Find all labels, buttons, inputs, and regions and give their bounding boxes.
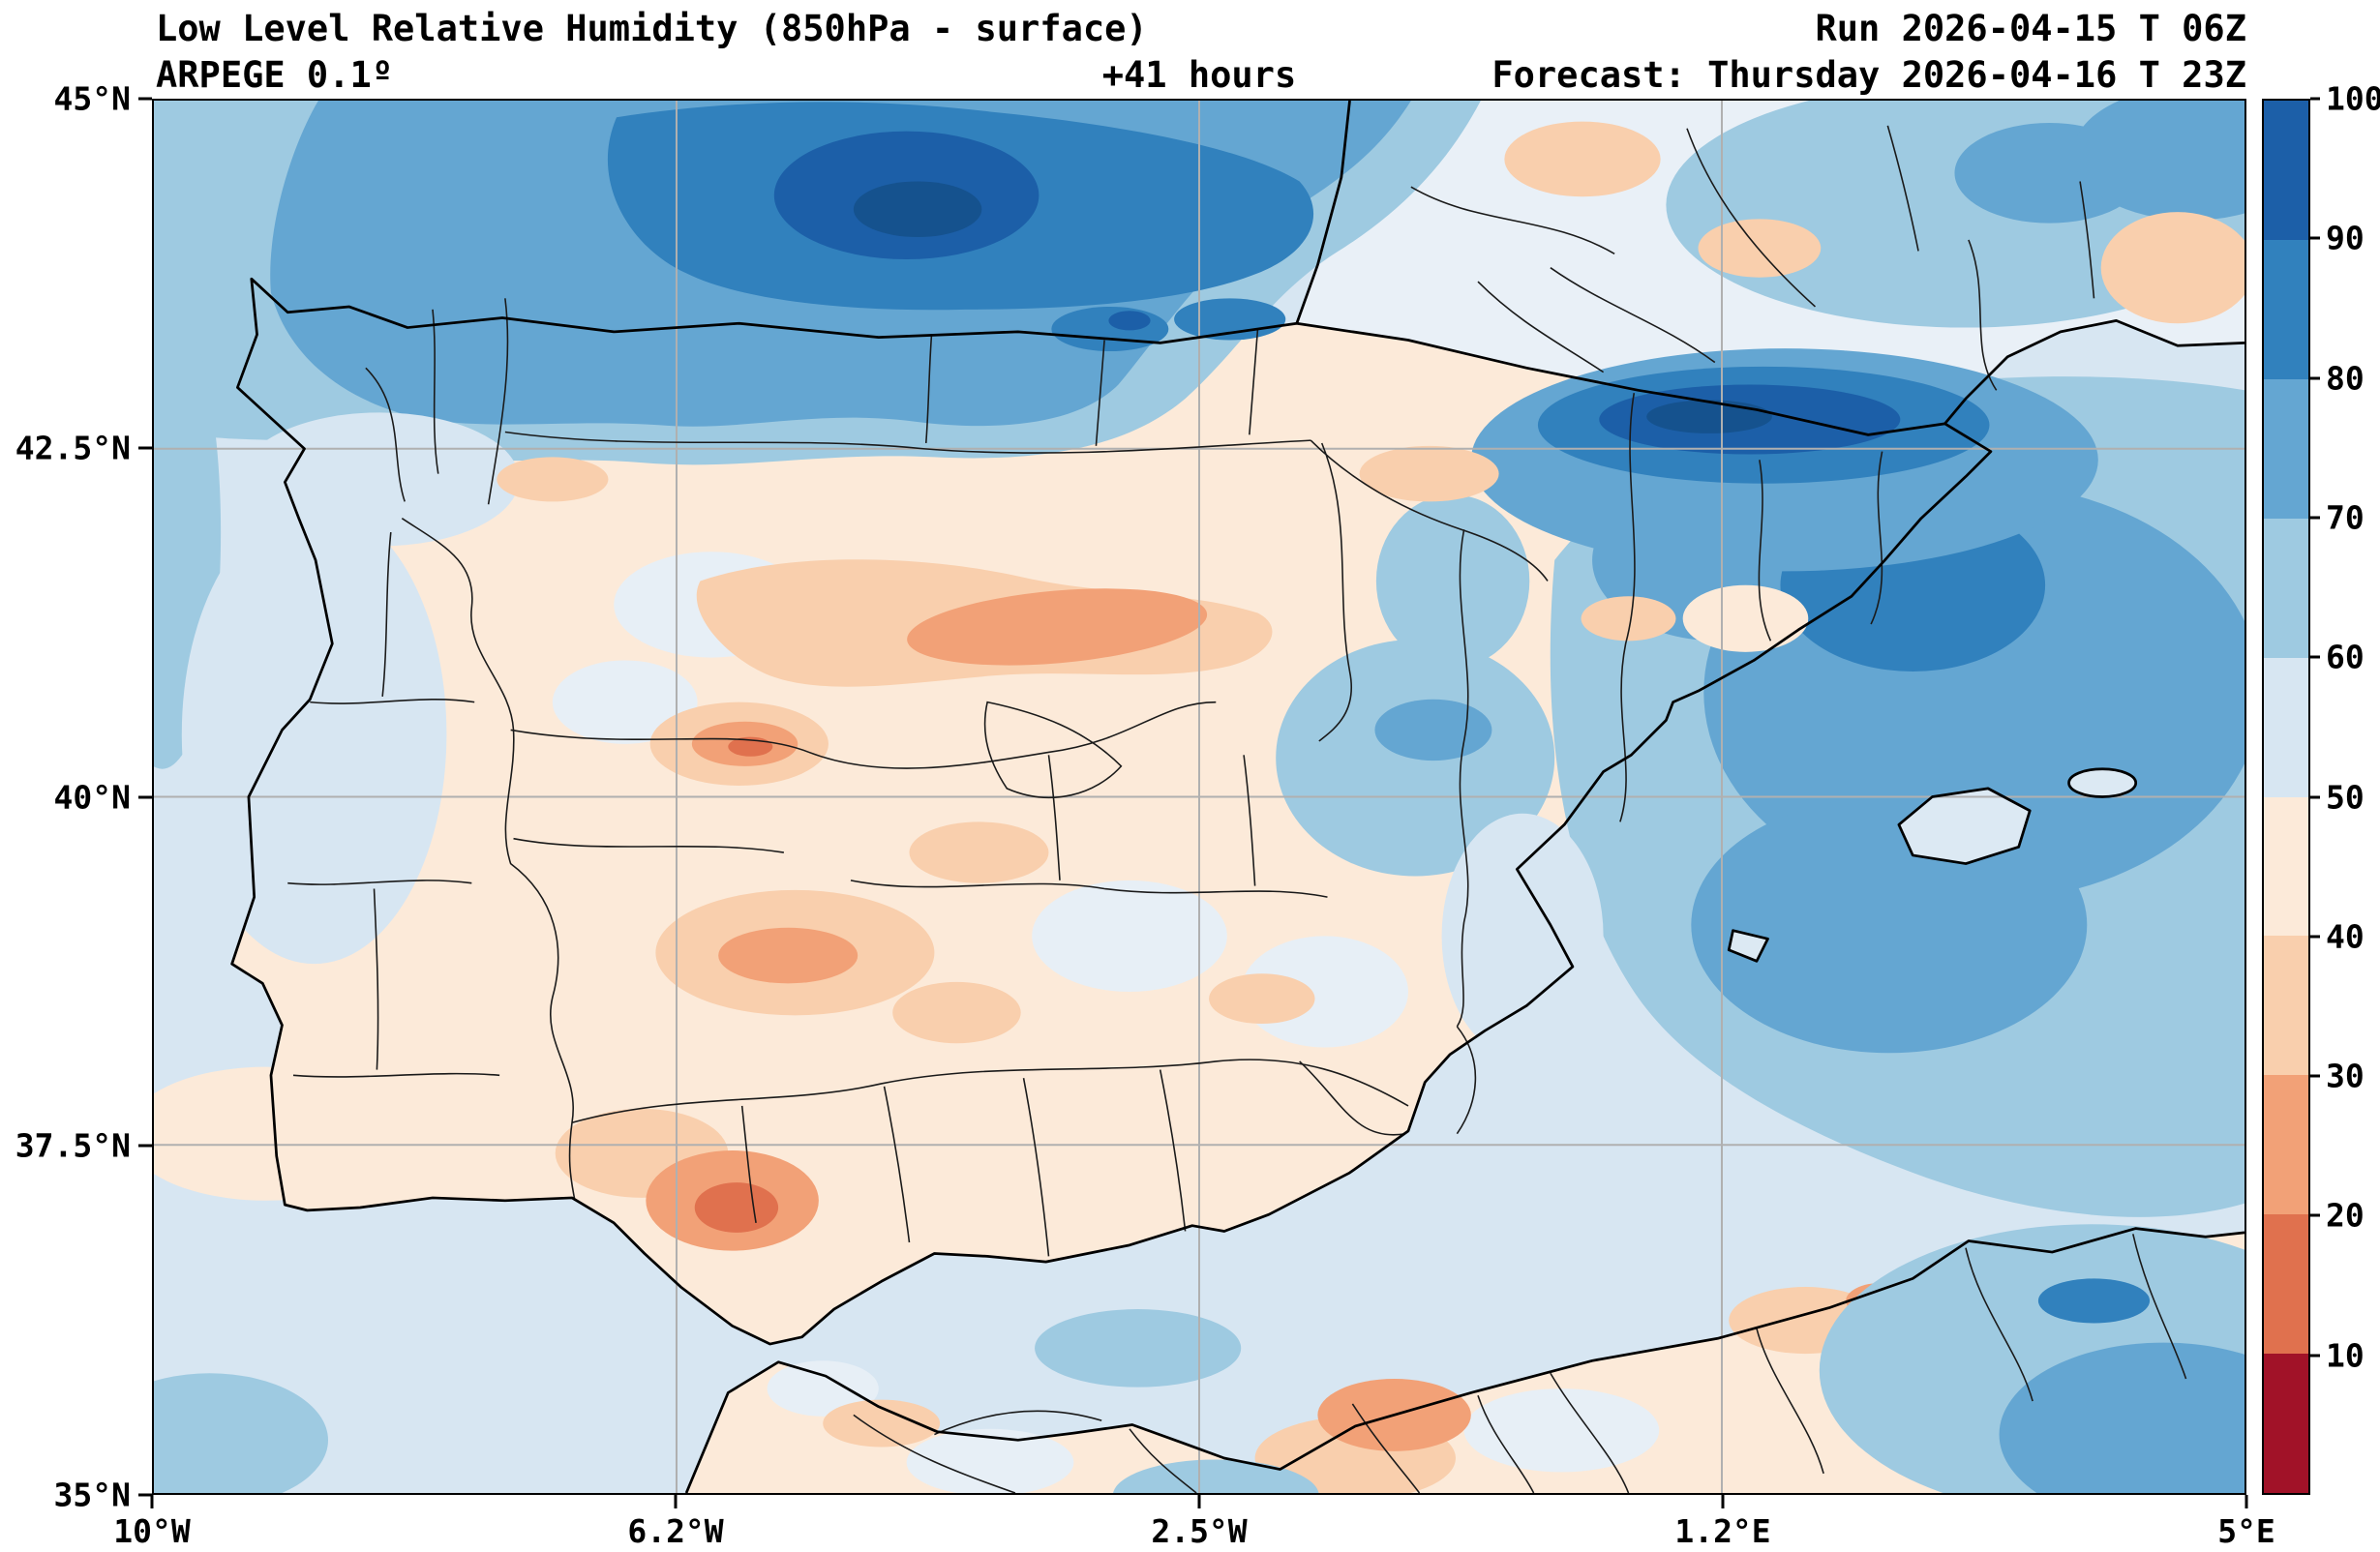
y-tick-label: 35°N bbox=[53, 1476, 131, 1514]
colorbar-tick-label: 20 bbox=[2326, 1196, 2365, 1235]
colorbar-segment-90-100 bbox=[2264, 101, 2308, 240]
colorbar-segment-40-50 bbox=[2264, 796, 2308, 937]
x-tick-mark bbox=[2244, 1495, 2248, 1508]
coastlines bbox=[230, 101, 2244, 1493]
colorbar-tick-label: 50 bbox=[2326, 778, 2365, 816]
colorbar-segment-50-60 bbox=[2264, 657, 2308, 797]
x-tick-label: 10°W bbox=[113, 1512, 191, 1550]
admin-borders bbox=[287, 125, 2187, 1493]
colorbar-segment-0-10 bbox=[2264, 1354, 2308, 1494]
colorbar-gradient bbox=[2264, 101, 2308, 1494]
x-tick-mark bbox=[1197, 1495, 1201, 1508]
x-tick-label: 6.2°W bbox=[627, 1512, 724, 1550]
colorbar-tick-label: 90 bbox=[2326, 219, 2365, 257]
colorbar-tick-label: 40 bbox=[2326, 917, 2365, 956]
colorbar bbox=[2262, 99, 2310, 1495]
y-axis-ticks: 45°N 42.5°N 40°N 37.5°N 35°N bbox=[0, 80, 152, 1514]
colorbar-tick-label: 100 bbox=[2326, 79, 2380, 118]
colorbar-tick-mark bbox=[2310, 1354, 2320, 1358]
forecast-label: Forecast: Thursday 2026-04-16 T 23Z bbox=[1491, 54, 2246, 96]
colorbar-tick-label: 30 bbox=[2326, 1057, 2365, 1095]
colorbar-tick-mark bbox=[2310, 236, 2320, 240]
colorbar-tick-mark bbox=[2310, 97, 2320, 101]
lead-time-label: +41 hours bbox=[1101, 54, 1297, 96]
colorbar-tick-label: 70 bbox=[2326, 498, 2365, 537]
x-tick-mark bbox=[674, 1495, 678, 1508]
colorbar-segment-60-70 bbox=[2264, 518, 2308, 658]
model-label: ARPEGE 0.1º bbox=[156, 54, 394, 96]
y-tick-label: 37.5°N bbox=[15, 1126, 131, 1165]
colorbar-segment-30-40 bbox=[2264, 936, 2308, 1076]
colorbar-segment-20-30 bbox=[2264, 1075, 2308, 1215]
x-tick-label: 1.2°E bbox=[1674, 1512, 1771, 1550]
y-tick-mark bbox=[138, 446, 152, 450]
y-tick-mark bbox=[138, 795, 152, 798]
colorbar-tick-mark bbox=[2310, 655, 2320, 659]
run-label: Run 2026-04-15 T 06Z bbox=[1815, 8, 2246, 49]
colorbar-tick-label: 80 bbox=[2326, 359, 2365, 398]
humidity-contour-map bbox=[154, 101, 2244, 1493]
x-axis-ticks: 10°W 6.2°W 2.5°W 1.2°E 5°E bbox=[113, 1495, 2275, 1551]
colorbar-segment-80-90 bbox=[2264, 239, 2308, 379]
colorbar-tick-mark bbox=[2310, 1213, 2320, 1217]
colorbar-segment-10-20 bbox=[2264, 1214, 2308, 1355]
colorbar-tick-mark bbox=[2310, 516, 2320, 520]
y-tick-mark bbox=[138, 97, 152, 101]
y-tick-mark bbox=[138, 1144, 152, 1148]
colorbar-tick-mark bbox=[2310, 795, 2320, 798]
map-plot-area bbox=[152, 99, 2246, 1495]
x-tick-mark bbox=[150, 1495, 154, 1508]
y-tick-label: 42.5°N bbox=[15, 429, 131, 467]
gridlines bbox=[154, 101, 2244, 1493]
colorbar-tick-mark bbox=[2310, 376, 2320, 380]
colorbar-ticks: 100 90 80 70 60 50 40 30 20 10 bbox=[2310, 80, 2380, 1495]
x-tick-label: 5°E bbox=[2217, 1512, 2275, 1550]
colorbar-segment-70-80 bbox=[2264, 378, 2308, 519]
colorbar-tick-label: 60 bbox=[2326, 638, 2365, 676]
chart-title: Low Level Relative Humidity (850hPa - su… bbox=[156, 8, 1148, 49]
y-tick-label: 45°N bbox=[53, 79, 131, 118]
y-tick-mark bbox=[138, 1493, 152, 1497]
x-tick-mark bbox=[1721, 1495, 1725, 1508]
colorbar-tick-mark bbox=[2310, 1074, 2320, 1078]
x-tick-label: 2.5°W bbox=[1151, 1512, 1248, 1550]
y-tick-label: 40°N bbox=[53, 778, 131, 816]
colorbar-tick-label: 10 bbox=[2326, 1336, 2365, 1375]
colorbar-tick-mark bbox=[2310, 935, 2320, 939]
